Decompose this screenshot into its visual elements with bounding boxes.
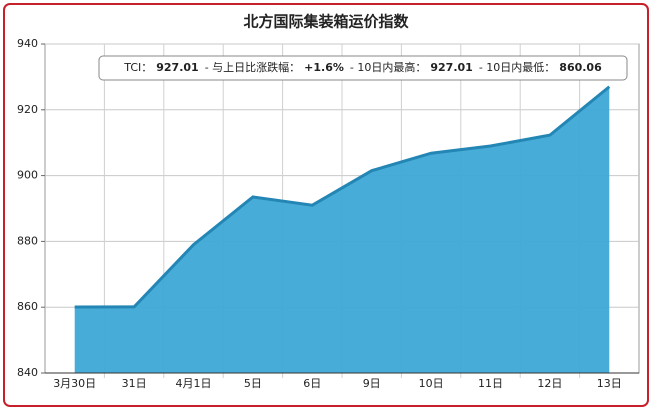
annotation-label: - 10日内最高： [350, 60, 426, 74]
y-tick-label: 840 [17, 366, 38, 379]
annotation-label: TCI： [123, 61, 152, 74]
annotation-value: 927.01 [156, 61, 198, 74]
annotation: TCI： 927.01 - 与上日比涨跌幅： +1.6% - 10日内最高： 927.01… [123, 60, 602, 74]
y-tick-label: 900 [17, 169, 38, 182]
y-tick-label: 880 [17, 234, 38, 247]
annotation-label: - 10日内最低： [479, 60, 555, 74]
annotation-box [98, 55, 628, 81]
x-tick-label: 10日 [419, 377, 444, 390]
x-tick-label: 31日 [122, 377, 147, 390]
annotation-value: 860.06 [559, 61, 602, 74]
x-tick-label: 3月30日 [53, 377, 96, 390]
x-tick-label: 4月1日 [176, 377, 212, 390]
x-tick-label: 6日 [303, 377, 321, 390]
y-tick-label: 940 [17, 37, 38, 50]
chart-title: 北方国际集装箱运价指数 [243, 13, 409, 31]
annotation-value: +1.6% [304, 61, 344, 74]
y-tick-label: 860 [17, 300, 38, 313]
x-tick-label: 9日 [363, 377, 381, 390]
area [74, 86, 610, 374]
x-tick-label: 12日 [537, 377, 562, 390]
x-tick-label: 13日 [597, 377, 622, 390]
line [74, 85, 611, 309]
y-tick-label: 920 [17, 103, 38, 116]
x-tick-label: 5日 [244, 377, 262, 390]
annotation-label: - 与上日比涨跌幅： [205, 60, 300, 74]
annotation-value: 927.01 [430, 61, 472, 74]
x-tick-label: 11日 [478, 377, 503, 390]
